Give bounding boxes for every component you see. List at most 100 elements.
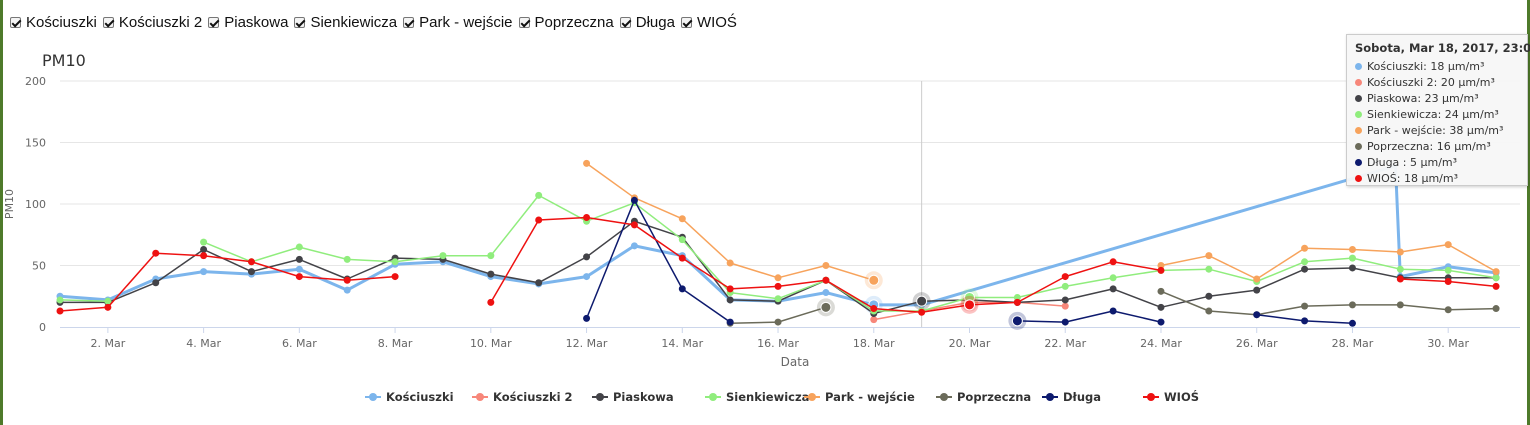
data-point[interactable]: [1444, 277, 1452, 285]
data-point[interactable]: [1061, 282, 1069, 290]
checkbox-wios[interactable]: [680, 16, 692, 28]
data-point[interactable]: [678, 236, 686, 244]
data-point[interactable]: [1301, 317, 1309, 325]
data-point[interactable]: [1205, 265, 1213, 273]
data-point[interactable]: [295, 273, 303, 281]
data-point[interactable]: [870, 316, 878, 324]
data-point[interactable]: [630, 221, 638, 229]
data-point[interactable]: [774, 295, 782, 303]
data-point[interactable]: [343, 286, 351, 294]
data-point[interactable]: [391, 258, 399, 266]
checkbox-poprzeczna[interactable]: [518, 16, 530, 28]
data-point[interactable]: [1205, 252, 1213, 260]
data-point[interactable]: [535, 191, 543, 199]
data-point[interactable]: [1301, 302, 1309, 310]
checkbox-dluga[interactable]: [619, 16, 631, 28]
checkbox-sienkiewicza[interactable]: [294, 16, 306, 28]
data-point[interactable]: [1157, 287, 1165, 295]
legend-item-piaskowa[interactable]: Piaskowa: [592, 390, 674, 404]
data-point[interactable]: [774, 274, 782, 282]
data-point[interactable]: [247, 268, 255, 276]
hover-point[interactable]: [820, 301, 832, 313]
data-point[interactable]: [1253, 311, 1261, 319]
data-point[interactable]: [1109, 258, 1117, 266]
data-point[interactable]: [343, 276, 351, 284]
data-point[interactable]: [487, 298, 495, 306]
data-point[interactable]: [1301, 258, 1309, 266]
data-point[interactable]: [1396, 301, 1404, 309]
data-point[interactable]: [583, 159, 591, 167]
data-point[interactable]: [726, 296, 734, 304]
checkbox-kosciuszki[interactable]: [10, 16, 21, 28]
data-point[interactable]: [726, 285, 734, 293]
data-point[interactable]: [1492, 305, 1500, 313]
data-point[interactable]: [1253, 286, 1261, 294]
data-point[interactable]: [295, 243, 303, 251]
data-point[interactable]: [1348, 246, 1356, 254]
data-point[interactable]: [1061, 273, 1069, 281]
data-point[interactable]: [726, 318, 734, 326]
data-point[interactable]: [1444, 266, 1452, 274]
data-point[interactable]: [1061, 296, 1069, 304]
data-point[interactable]: [439, 252, 447, 260]
data-point[interactable]: [391, 273, 399, 281]
data-point[interactable]: [295, 265, 303, 273]
filter-piaskowa[interactable]: Piaskowa: [208, 14, 288, 31]
data-point[interactable]: [583, 214, 591, 222]
data-point[interactable]: [200, 238, 208, 246]
filter-wios[interactable]: WIOŚ: [680, 14, 737, 31]
data-point[interactable]: [1348, 264, 1356, 272]
data-point[interactable]: [678, 285, 686, 293]
data-point[interactable]: [870, 305, 878, 313]
data-point[interactable]: [200, 268, 208, 276]
data-point[interactable]: [535, 279, 543, 287]
legend-item-kosciuszki[interactable]: Kościuszki: [365, 390, 454, 404]
data-point[interactable]: [535, 216, 543, 224]
data-point[interactable]: [487, 252, 495, 260]
data-point[interactable]: [1205, 292, 1213, 300]
legend-item-park-wejscie[interactable]: Park - wejście: [804, 390, 915, 404]
data-point[interactable]: [1109, 307, 1117, 315]
legend-item-kosciuszki-2[interactable]: Kościuszki 2: [472, 390, 573, 404]
data-point[interactable]: [583, 253, 591, 261]
filter-kosciuszki[interactable]: Kościuszki: [10, 14, 97, 31]
filter-sienkiewicza[interactable]: Sienkiewicza: [294, 14, 397, 31]
hover-point[interactable]: [1011, 315, 1023, 327]
data-point[interactable]: [583, 314, 591, 322]
data-point[interactable]: [152, 279, 160, 287]
data-point[interactable]: [295, 255, 303, 263]
data-point[interactable]: [1348, 301, 1356, 309]
data-point[interactable]: [583, 273, 591, 281]
filter-park-wejscie[interactable]: Park - wejście: [403, 14, 513, 31]
data-point[interactable]: [56, 307, 64, 315]
data-point[interactable]: [678, 215, 686, 223]
data-point[interactable]: [1061, 302, 1069, 310]
checkbox-park-wejscie[interactable]: [403, 16, 415, 28]
filter-poprzeczna[interactable]: Poprzeczna: [518, 14, 614, 31]
data-point[interactable]: [104, 303, 112, 311]
data-point[interactable]: [56, 296, 64, 304]
data-point[interactable]: [1301, 265, 1309, 273]
legend-item-wios[interactable]: WIOŚ: [1143, 389, 1199, 404]
hover-point[interactable]: [868, 274, 880, 286]
data-point[interactable]: [774, 318, 782, 326]
data-point[interactable]: [1013, 298, 1021, 306]
legend-item-poprzeczna[interactable]: Poprzeczna: [936, 390, 1031, 404]
data-point[interactable]: [1492, 274, 1500, 282]
data-point[interactable]: [1444, 241, 1452, 249]
legend-item-sienkiewicza[interactable]: Sienkiewicza: [705, 390, 809, 404]
data-point[interactable]: [152, 249, 160, 257]
data-point[interactable]: [1444, 306, 1452, 314]
data-point[interactable]: [1013, 293, 1021, 301]
data-point[interactable]: [200, 252, 208, 260]
data-point[interactable]: [1061, 318, 1069, 326]
data-point[interactable]: [1157, 318, 1165, 326]
data-point[interactable]: [104, 297, 112, 305]
data-point[interactable]: [1253, 275, 1261, 283]
data-point[interactable]: [1492, 268, 1500, 276]
data-point[interactable]: [247, 258, 255, 266]
data-point[interactable]: [678, 254, 686, 262]
data-point[interactable]: [822, 289, 830, 297]
data-point[interactable]: [200, 246, 208, 254]
data-point[interactable]: [1109, 274, 1117, 282]
